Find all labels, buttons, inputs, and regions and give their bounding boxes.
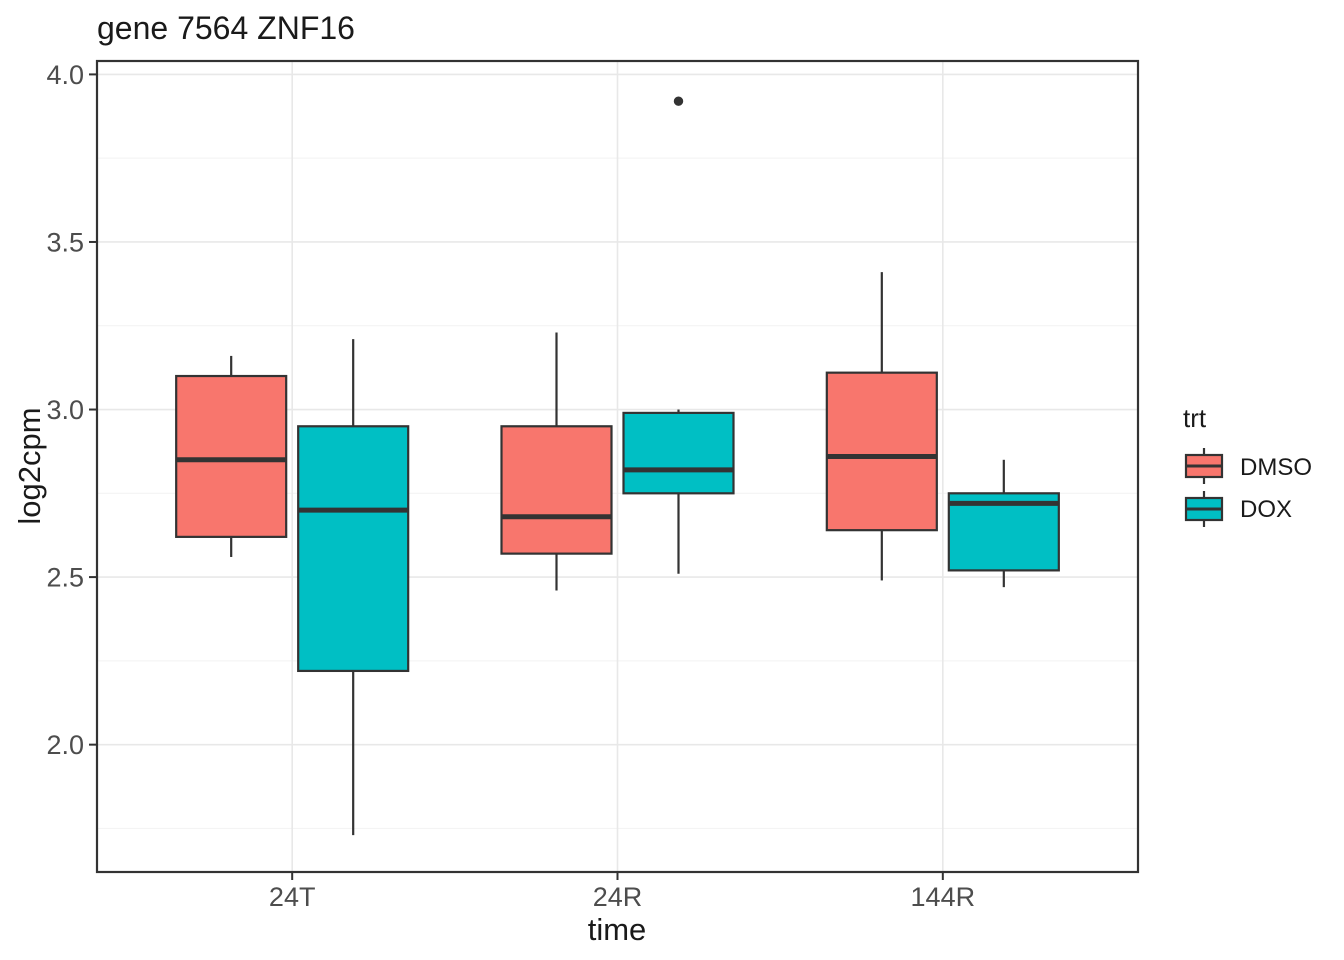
legend: trt DMSO DOX — [1183, 403, 1312, 527]
y-tick-label: 2.0 — [46, 730, 84, 760]
legend-label-dmso: DMSO — [1240, 454, 1312, 481]
outlier-point-dox-24r — [673, 96, 684, 106]
gridlines — [97, 61, 1138, 872]
box-dox-144r — [947, 492, 1060, 572]
y-axis-title: log2cpm — [12, 407, 47, 524]
box-dox-24r — [622, 411, 735, 495]
axis-ticks: 2.0 2.5 3.0 3.5 4.0 24T 24R 144R — [46, 60, 975, 912]
x-tick-label-24r: 24R — [593, 882, 643, 912]
legend-key-dox-icon — [1184, 491, 1224, 527]
y-tick-label: 3.0 — [46, 395, 84, 425]
y-tick-label: 4.0 — [46, 60, 84, 90]
legend-label-dox: DOX — [1240, 496, 1292, 523]
y-tick-label: 2.5 — [46, 563, 84, 593]
boxplot-boxes — [175, 96, 1060, 836]
x-tick-label-24t: 24T — [269, 882, 316, 912]
y-tick-label: 3.5 — [46, 227, 84, 257]
x-tick-label-144r: 144R — [911, 882, 976, 912]
box-dmso-24t — [175, 374, 288, 538]
x-axis-title: time — [588, 912, 647, 947]
box-dmso-24r — [500, 425, 613, 555]
legend-title: trt — [1183, 403, 1207, 433]
legend-key-dmso-icon — [1184, 448, 1224, 484]
chart-title: gene 7564 ZNF16 — [97, 10, 355, 46]
box-dox-24t — [297, 425, 410, 673]
box-dmso-144r — [825, 371, 938, 532]
